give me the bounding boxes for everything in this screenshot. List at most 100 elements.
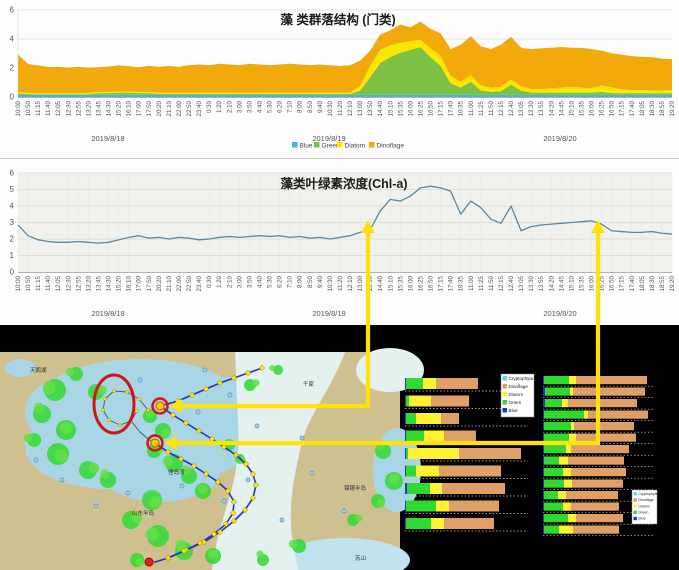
right-group-bar-segment-green xyxy=(545,399,562,408)
x-tick-label: 16:00 xyxy=(589,275,596,291)
waypoint-dot xyxy=(230,374,238,382)
right-bar-legend-swatch xyxy=(633,510,637,514)
legend-swatch-diatom xyxy=(337,142,343,148)
waypoint-dot xyxy=(196,539,204,547)
x-tick-label: 3:50 xyxy=(246,275,253,288)
x-tick-label: 2:10 xyxy=(226,275,233,288)
x-tick-label: 4:40 xyxy=(256,275,263,288)
waypoint-dot xyxy=(249,494,257,502)
y-axis-tick-label: 3 xyxy=(10,218,15,227)
right-group-bar-segment-dinoflage xyxy=(588,410,648,419)
station-1-ring xyxy=(151,397,169,415)
algae-patch xyxy=(145,527,159,541)
x-tick-label: 18:55 xyxy=(659,100,666,116)
right-group-bar-segment-blue xyxy=(543,491,544,500)
waypoint-dot xyxy=(188,391,196,399)
right-group-bar-segment-dinoflage xyxy=(573,387,645,396)
right-bar-legend-swatch xyxy=(633,492,637,496)
y-axis-tick-label: 0 xyxy=(10,268,15,277)
x-tick-label: 17:50 xyxy=(146,275,153,291)
x-tick-label: 14:20 xyxy=(548,275,555,291)
left-group-bar-segment-green xyxy=(406,448,408,459)
left-bar-legend-label: Diatom xyxy=(509,392,524,397)
buoy-marker-dot xyxy=(197,411,199,413)
loop-waypoint-dot xyxy=(135,409,139,413)
right-group-bar-segment-blue xyxy=(543,456,544,465)
algae-patch xyxy=(42,381,56,395)
waypoint-dot xyxy=(220,443,228,451)
waypoint-dot xyxy=(232,451,240,459)
x-tick-label: 12:15 xyxy=(498,275,505,291)
algae-patch xyxy=(181,465,191,475)
station-2-link-line xyxy=(176,233,601,446)
x-tick-label: 14:45 xyxy=(558,275,565,291)
annotation-connectors xyxy=(164,220,605,450)
waypoint-dot xyxy=(180,547,188,555)
x-tick-label: 4:40 xyxy=(256,100,263,113)
x-tick-label: 23:40 xyxy=(196,275,203,291)
x-tick-label: 11:00 xyxy=(468,275,475,291)
right-group-bar-segment-dinoflage xyxy=(574,422,634,431)
right-group-bar-segment-green xyxy=(544,468,563,477)
left-group-bar-segment-green xyxy=(406,430,424,442)
x-tick-label: 12:40 xyxy=(508,275,515,291)
waypoint-dot xyxy=(195,427,203,435)
left-group-bar-segment-dinoflage xyxy=(431,395,469,407)
x-tick-label: 14:40 xyxy=(377,275,384,291)
station-1-marker xyxy=(155,401,165,411)
x-tick-label: 17:15 xyxy=(619,275,626,291)
legend-label: Green xyxy=(322,143,340,150)
buoy-marker-dot xyxy=(256,425,258,427)
loop-waypoint-dot xyxy=(101,408,105,412)
map-bay-water xyxy=(100,442,220,502)
x-tick-label: 14:45 xyxy=(558,100,565,116)
x-tick-label: 22:00 xyxy=(176,275,183,291)
x-tick-label: 8:00 xyxy=(297,100,304,113)
right-group-bar-segment-blue xyxy=(543,387,545,396)
x-tick-label: 5:30 xyxy=(267,275,274,288)
right-bar-legend-swatch xyxy=(633,504,637,508)
map-label: 山东半岛 xyxy=(132,509,155,517)
x-tick-label: 13:00 xyxy=(357,275,364,291)
x-tick-label: 17:40 xyxy=(629,275,636,291)
waypoint-dot xyxy=(208,435,216,443)
left-group-bar-segment-green xyxy=(407,483,430,494)
x-tick-label: 18:05 xyxy=(639,100,646,116)
x-tick-label: 11:25 xyxy=(478,275,485,291)
x-tick-label: 15:10 xyxy=(568,275,575,291)
right-group-bar-segment-blue xyxy=(543,445,544,454)
y-axis-tick-label: 5 xyxy=(10,185,15,194)
loop-waypoint-dot xyxy=(137,397,141,401)
x-tick-label: 7:10 xyxy=(287,100,294,113)
x-tick-label: 6:20 xyxy=(277,100,284,113)
right-group-bar-segment-dinoflage xyxy=(576,433,636,442)
left-group-bar-segment-diatom xyxy=(416,465,439,477)
x-tick-label: 16:25 xyxy=(417,100,424,116)
left-group-bar-segment-dinoflage xyxy=(436,378,478,389)
date-label: 2019/8/18 xyxy=(91,134,124,143)
buoy-marker-dot xyxy=(61,479,63,481)
waypoint-dot xyxy=(210,530,218,538)
waypoint-dot xyxy=(252,481,260,489)
right-bar-legend-label: Blue xyxy=(638,517,645,521)
series-area-dinoflage xyxy=(18,21,672,93)
map-lagoon xyxy=(5,359,35,377)
left-group-bar-segment-blue xyxy=(405,430,406,442)
x-tick-label: 16:50 xyxy=(428,100,435,116)
waypoint-dot xyxy=(190,462,198,470)
right-group-bar-segment-diatom xyxy=(563,502,571,511)
y-axis-tick-label: 4 xyxy=(10,202,15,211)
algae-patch xyxy=(273,365,283,375)
x-tick-label: 18:30 xyxy=(649,100,656,116)
x-tick-label: 22:50 xyxy=(186,275,193,291)
x-tick-label: 10:00 xyxy=(15,100,22,116)
x-tick-label: 19:20 xyxy=(669,100,676,116)
x-tick-label: 10:50 xyxy=(25,100,32,116)
left-group-bar-segment-dinoflage xyxy=(459,448,521,459)
left-group-bar-segment-diatom xyxy=(423,378,436,389)
waypoint-dot xyxy=(230,517,238,525)
right-group-bar-segment-green xyxy=(544,502,563,511)
waypoint-dot xyxy=(242,460,250,468)
buoy-marker-dot xyxy=(127,492,129,494)
